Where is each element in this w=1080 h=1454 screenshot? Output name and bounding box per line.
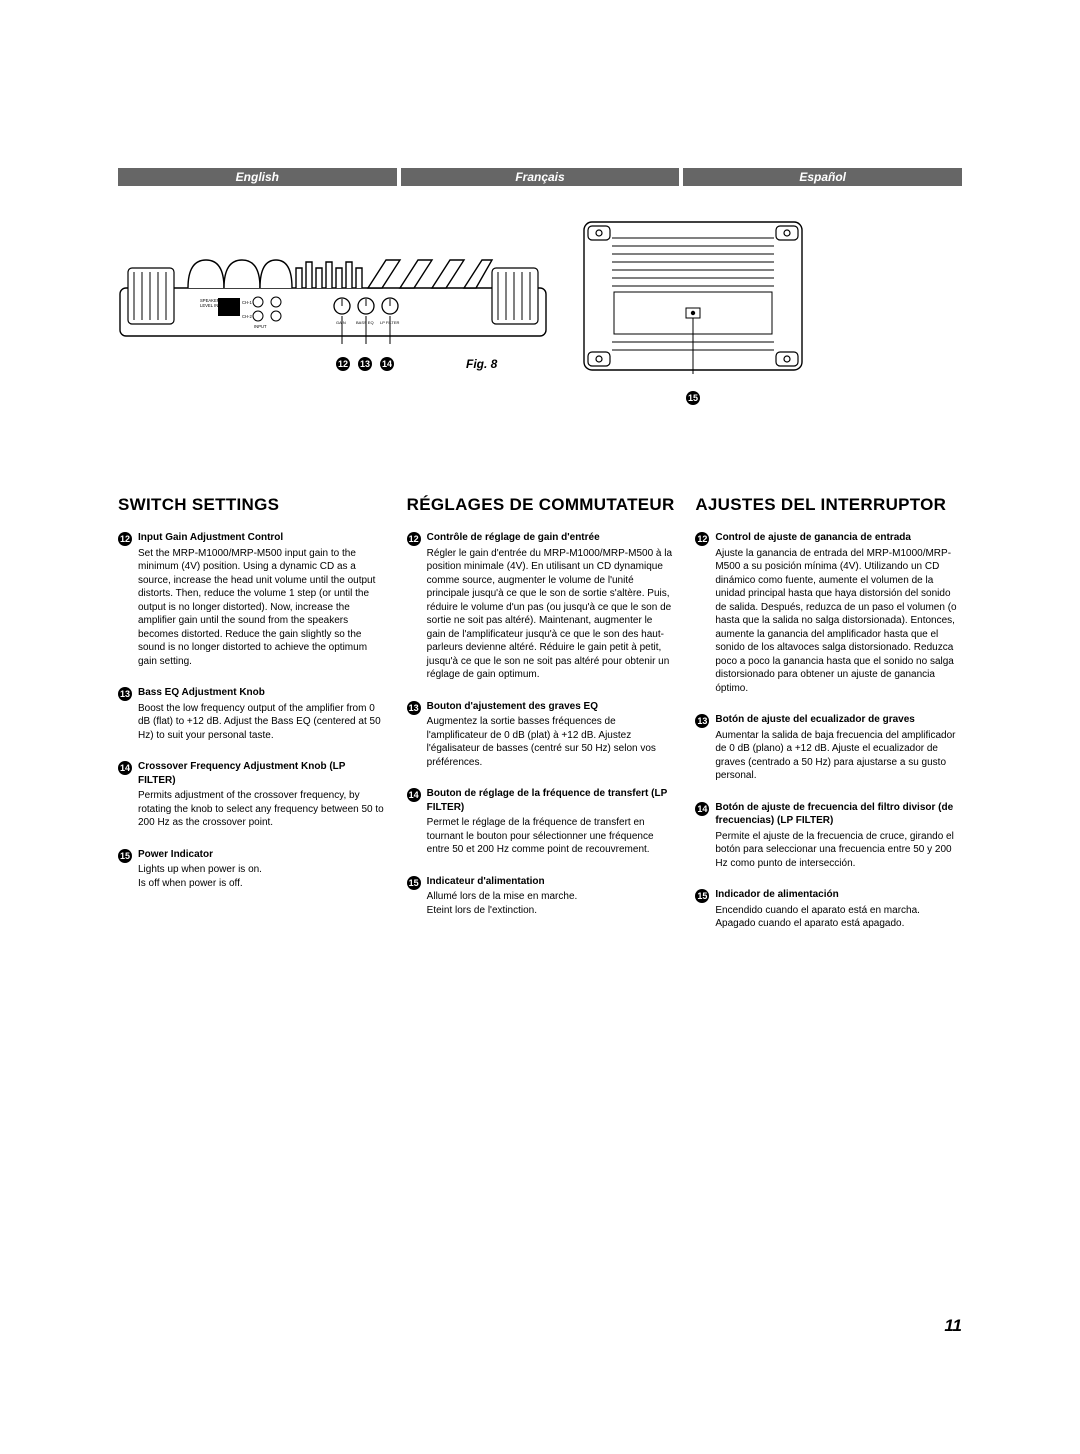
- item-text: Set the MRP-M1000/MRP-M500 input gain to…: [138, 547, 385, 669]
- column-title-en: SWITCH SETTINGS: [118, 495, 385, 515]
- item-fr-15: 15 Indicateur d'alimentation Allumé lors…: [407, 875, 674, 918]
- bullet-num-icon: 12: [407, 532, 421, 546]
- item-en-13: 13 Bass EQ Adjustment Knob Boost the low…: [118, 686, 385, 742]
- bullet-num-icon: 13: [407, 701, 421, 715]
- item-es-14: 14 Botón de ajuste de frecuencia del fil…: [695, 801, 962, 871]
- column-english: SWITCH SETTINGS 12 Input Gain Adjustment…: [118, 495, 385, 949]
- item-fr-13: 13 Bouton d'ajustement des graves EQ Aug…: [407, 700, 674, 770]
- item-title: Bouton d'ajustement des graves EQ: [427, 700, 674, 714]
- item-title: Botón de ajuste del ecualizador de grave…: [715, 713, 962, 727]
- bullet-num-icon: 13: [118, 687, 132, 701]
- item-title: Input Gain Adjustment Control: [138, 531, 385, 545]
- item-title: Bass EQ Adjustment Knob: [138, 686, 385, 700]
- marker-13: 13: [358, 357, 372, 371]
- item-title: Indicador de alimentación: [715, 888, 962, 902]
- item-text: Permet le réglage de la fréquence de tra…: [427, 816, 674, 857]
- item-title: Indicateur d'alimentation: [427, 875, 674, 889]
- svg-text:INPUT: INPUT: [254, 324, 267, 329]
- item-title: Bouton de réglage de la fréquence de tra…: [427, 787, 674, 814]
- column-francais: RÉGLAGES DE COMMUTATEUR 12 Contrôle de r…: [407, 495, 674, 949]
- column-title-fr: RÉGLAGES DE COMMUTATEUR: [407, 495, 674, 515]
- svg-text:GAIN: GAIN: [336, 320, 346, 325]
- bullet-num-icon: 14: [695, 802, 709, 816]
- item-title: Contrôle de réglage de gain d'entrée: [427, 531, 674, 545]
- marker-12: 12: [336, 357, 350, 371]
- figure-front-view: SPEAKER LEVEL INPUT CH-1 CH-2 INPUT GAIN…: [118, 216, 548, 371]
- svg-text:LEVEL INPUT: LEVEL INPUT: [200, 303, 227, 308]
- item-es-13: 13 Botón de ajuste del ecualizador de gr…: [695, 713, 962, 783]
- marker-15: 15: [686, 391, 700, 405]
- column-title-es: AJUSTES DEL INTERRUPTOR: [695, 495, 962, 515]
- bullet-num-icon: 13: [695, 714, 709, 728]
- item-text: Régler le gain d'entrée du MRP-M1000/MRP…: [427, 547, 674, 682]
- item-title: Crossover Frequency Adjustment Knob (LP …: [138, 760, 385, 787]
- amplifier-front-diagram: SPEAKER LEVEL INPUT CH-1 CH-2 INPUT GAIN…: [118, 216, 548, 346]
- svg-text:BASS EQ: BASS EQ: [356, 320, 374, 325]
- lang-francais: Français: [401, 168, 680, 186]
- item-text: Lights up when power is on.Is off when p…: [138, 863, 385, 890]
- svg-text:CH-2: CH-2: [242, 314, 252, 319]
- item-title: Control de ajuste de ganancia de entrada: [715, 531, 962, 545]
- bullet-num-icon: 14: [407, 788, 421, 802]
- item-text: Permite el ajuste de la frecuencia de cr…: [715, 830, 962, 871]
- language-bar: English Français Español: [118, 168, 962, 186]
- bullet-num-icon: 14: [118, 761, 132, 775]
- bullet-num-icon: 15: [695, 889, 709, 903]
- item-en-12: 12 Input Gain Adjustment Control Set the…: [118, 531, 385, 668]
- bullet-num-icon: 12: [695, 532, 709, 546]
- amplifier-top-diagram: [578, 216, 808, 376]
- item-text: Permits adjustment of the crossover freq…: [138, 789, 385, 830]
- item-text: Augmentez la sortie basses fréquences de…: [427, 715, 674, 769]
- item-title: Botón de ajuste de frecuencia del filtro…: [715, 801, 962, 828]
- item-en-15: 15 Power Indicator Lights up when power …: [118, 848, 385, 891]
- column-espanol: AJUSTES DEL INTERRUPTOR 12 Control de aj…: [695, 495, 962, 949]
- lang-english: English: [118, 168, 397, 186]
- item-es-12: 12 Control de ajuste de ganancia de entr…: [695, 531, 962, 695]
- item-en-14: 14 Crossover Frequency Adjustment Knob (…: [118, 760, 385, 830]
- svg-text:CH-1: CH-1: [242, 300, 252, 305]
- item-es-15: 15 Indicador de alimentación Encendido c…: [695, 888, 962, 931]
- lang-espanol: Español: [683, 168, 962, 186]
- bullet-num-icon: 12: [118, 532, 132, 546]
- marker-14: 14: [380, 357, 394, 371]
- content-columns: SWITCH SETTINGS 12 Input Gain Adjustment…: [118, 495, 962, 949]
- bullet-num-icon: 15: [118, 849, 132, 863]
- figure-area: SPEAKER LEVEL INPUT CH-1 CH-2 INPUT GAIN…: [118, 216, 962, 405]
- item-text: Boost the low frequency output of the am…: [138, 702, 385, 743]
- item-text: Allumé lors de la mise en marche.Eteint …: [427, 890, 674, 917]
- figure-top-view: 15: [578, 216, 808, 405]
- item-text: Ajuste la ganancia de entrada del MRP-M1…: [715, 547, 962, 696]
- page-number: 11: [944, 1316, 962, 1336]
- bullet-num-icon: 15: [407, 876, 421, 890]
- item-fr-14: 14 Bouton de réglage de la fréquence de …: [407, 787, 674, 857]
- item-text: Aumentar la salida de baja frecuencia de…: [715, 729, 962, 783]
- figure-caption: Fig. 8: [466, 357, 497, 371]
- figure-markers-left: 12 13 14: [336, 357, 394, 371]
- item-title: Power Indicator: [138, 848, 385, 862]
- item-fr-12: 12 Contrôle de réglage de gain d'entrée …: [407, 531, 674, 682]
- item-text: Encendido cuando el aparato está en marc…: [715, 904, 962, 931]
